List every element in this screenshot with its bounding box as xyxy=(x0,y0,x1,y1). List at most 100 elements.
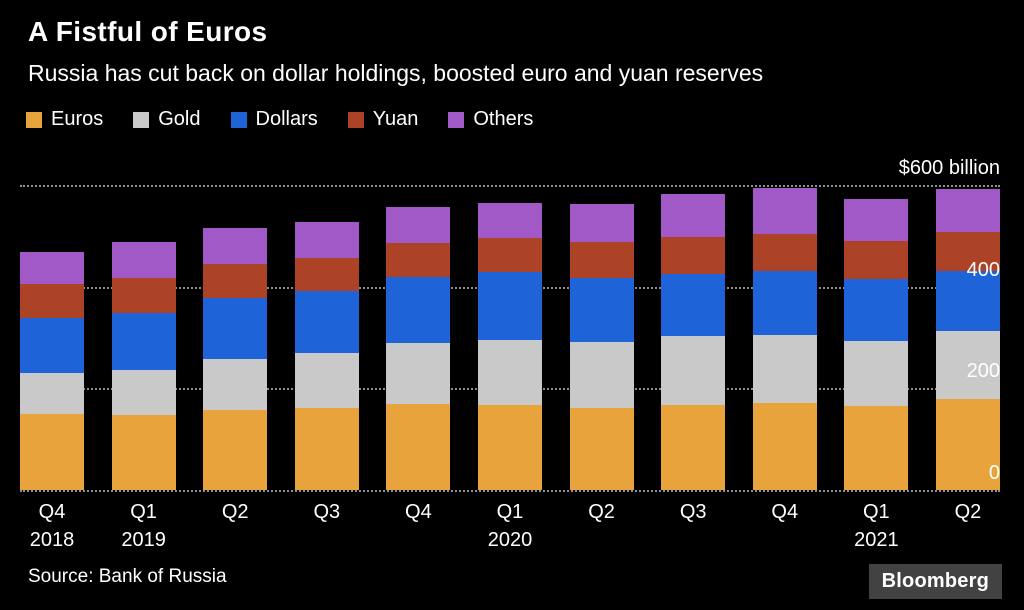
bar-q4-2019 xyxy=(386,207,451,490)
segment-others-q3-2019 xyxy=(294,221,359,259)
segment-yuan-q4-2020 xyxy=(752,233,817,272)
segment-euros-q2-2021 xyxy=(935,398,1000,490)
bar-q4-2020 xyxy=(752,188,817,490)
segment-dollars-q1-2021 xyxy=(844,279,909,342)
segment-euros-q3-2019 xyxy=(294,407,359,490)
bar-q2-2019 xyxy=(203,227,268,490)
segment-euros-q2-2020 xyxy=(569,407,634,490)
x-quarter-label: Q1 xyxy=(496,501,524,523)
plot-area xyxy=(20,185,1000,490)
x-quarter-label: Q2 xyxy=(588,501,615,523)
x-quarter-label: Q2 xyxy=(954,501,982,523)
x-quarter-label: Q1 xyxy=(130,501,157,523)
segment-yuan-q4-2019 xyxy=(386,242,451,277)
y-tick-label-600: $600 billion xyxy=(898,157,1000,179)
segment-others-q2-2021 xyxy=(935,189,1000,232)
segment-gold-q1-2021 xyxy=(844,341,909,407)
chart-title: A Fistful of Euros xyxy=(28,16,268,47)
legend-label: Euros xyxy=(51,108,104,130)
segment-yuan-q4-2018 xyxy=(20,283,84,319)
legend-swatch-dollars xyxy=(230,111,247,128)
x-year-label: 2019 xyxy=(121,529,166,551)
bar-q2-2020 xyxy=(569,203,634,490)
segment-gold-q2-2021 xyxy=(935,331,1000,399)
legend-item-gold: Gold xyxy=(133,108,201,131)
x-year-label: 2021 xyxy=(854,529,899,551)
bar-q1-2021 xyxy=(844,199,909,490)
x-label-q2-2020: Q2 xyxy=(570,500,634,553)
x-label-q1-2021: Q1 2021 xyxy=(844,500,908,553)
segment-dollars-q2-2019 xyxy=(203,297,268,359)
segment-others-q4-2019 xyxy=(386,207,451,243)
bloomberg-logo: Bloomberg xyxy=(868,564,1002,599)
segment-others-q1-2019 xyxy=(111,241,176,278)
segment-yuan-q2-2019 xyxy=(203,264,268,298)
segment-euros-q4-2018 xyxy=(20,413,84,490)
x-label-q3-2020: Q3 xyxy=(661,500,725,553)
legend-label: Yuan xyxy=(372,108,419,130)
segment-euros-q4-2020 xyxy=(752,402,817,490)
segment-euros-q3-2020 xyxy=(661,404,726,490)
legend-item-others: Others xyxy=(448,108,533,131)
segment-dollars-q1-2020 xyxy=(477,272,542,340)
x-quarter-label: Q1 xyxy=(863,501,890,523)
segment-dollars-q4-2020 xyxy=(752,271,817,335)
bar-q3-2020 xyxy=(661,194,726,490)
segment-yuan-q1-2019 xyxy=(111,277,176,314)
segment-euros-q1-2019 xyxy=(111,414,176,490)
segment-dollars-q3-2019 xyxy=(294,290,359,353)
segment-gold-q2-2020 xyxy=(569,341,634,408)
segment-yuan-q3-2019 xyxy=(294,258,359,291)
x-quarter-label: Q2 xyxy=(221,501,249,523)
segment-others-q1-2020 xyxy=(477,203,542,238)
bar-q1-2019 xyxy=(111,241,176,490)
chart-subtitle: Russia has cut back on dollar holdings, … xyxy=(28,60,764,86)
segment-yuan-q2-2021 xyxy=(935,231,1000,272)
segment-euros-q1-2021 xyxy=(844,406,909,490)
x-label-q2-2019: Q2 xyxy=(203,500,267,553)
x-year-label: 2020 xyxy=(487,529,533,551)
segment-dollars-q4-2018 xyxy=(20,318,84,374)
legend-label: Gold xyxy=(158,108,201,130)
segment-gold-q1-2019 xyxy=(111,370,176,415)
gridline-0 xyxy=(20,490,1000,492)
segment-euros-q1-2020 xyxy=(477,404,542,490)
x-label-q4-2019: Q4 xyxy=(386,500,450,553)
bar-q1-2020 xyxy=(477,203,542,490)
x-quarter-label: Q4 xyxy=(405,501,432,523)
legend-swatch-yuan xyxy=(347,111,364,128)
x-axis: Q4 2018 Q1 2019 Q2 Q3 Q4 Q1 2020 Q2 Q3 Q4 Q1 2021 Q2 xyxy=(20,500,1000,553)
segment-gold-q1-2020 xyxy=(477,339,542,405)
legend-swatch-others xyxy=(448,111,465,128)
gridline-600 xyxy=(20,185,1000,187)
y-tick-label-400: 400 xyxy=(966,258,1000,281)
segment-others-q2-2019 xyxy=(203,227,268,265)
legend-item-euros: Euros xyxy=(26,108,103,131)
bar-q4-2018 xyxy=(20,252,84,490)
segment-yuan-q2-2020 xyxy=(569,242,634,279)
legend-label: Dollars xyxy=(255,108,318,130)
segment-dollars-q3-2020 xyxy=(661,273,726,336)
segment-dollars-q2-2021 xyxy=(935,271,1000,332)
segment-gold-q2-2019 xyxy=(203,358,268,410)
legend: Euros Gold Dollars Yuan Others xyxy=(26,108,533,131)
segment-others-q4-2020 xyxy=(752,188,817,234)
segment-others-q3-2020 xyxy=(661,194,726,238)
y-tick-label-0: 0 xyxy=(988,462,1000,484)
segment-gold-q3-2020 xyxy=(661,335,726,405)
x-label-q2-2021: Q2 xyxy=(936,500,1000,553)
segment-dollars-q1-2019 xyxy=(111,313,176,371)
segment-dollars-q4-2019 xyxy=(386,276,451,343)
segment-others-q1-2021 xyxy=(844,199,909,241)
x-label-q1-2020: Q1 2020 xyxy=(478,500,542,553)
y-tick-label-200: 200 xyxy=(966,360,1000,383)
x-quarter-label: Q3 xyxy=(679,501,707,523)
x-quarter-label: Q4 xyxy=(771,501,799,523)
source-text: Source: Bank of Russia xyxy=(28,566,227,587)
x-label-q1-2019: Q1 2019 xyxy=(112,500,176,553)
segment-yuan-q1-2020 xyxy=(477,237,542,273)
legend-item-dollars: Dollars xyxy=(230,108,318,131)
bar-q3-2019 xyxy=(294,221,359,490)
segment-yuan-q1-2021 xyxy=(844,240,909,280)
